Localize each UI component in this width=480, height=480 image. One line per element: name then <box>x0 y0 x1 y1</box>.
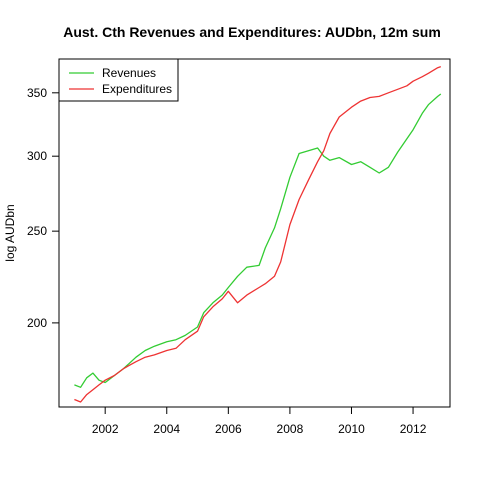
x-tick-label: 2002 <box>92 422 119 436</box>
y-tick-label: 350 <box>27 86 47 100</box>
legend: Revenues Expenditures <box>58 58 179 102</box>
plot-frame <box>58 58 451 408</box>
x-tick-label: 2004 <box>153 422 180 436</box>
chart-title: Aust. Cth Revenues and Expenditures: AUD… <box>63 24 441 40</box>
series-line-expenditures <box>74 65 442 403</box>
x-tick-label: 2012 <box>400 422 427 436</box>
x-axis: 2002 2004 2006 2008 2010 2012 <box>92 406 427 436</box>
series-layer <box>74 65 442 403</box>
x-tick-label: 2008 <box>277 422 304 436</box>
legend-label: Expenditures <box>102 82 172 96</box>
y-tick-label: 300 <box>27 149 47 163</box>
legend-label: Revenues <box>102 66 156 80</box>
y-axis: 200 250 300 350 <box>27 86 60 330</box>
legend-box <box>58 58 179 102</box>
y-tick-label: 250 <box>27 224 47 238</box>
y-tick-label: 200 <box>27 316 47 330</box>
x-tick-label: 2010 <box>338 422 365 436</box>
y-axis-label: log AUDbn <box>3 204 17 261</box>
x-tick-label: 2006 <box>215 422 242 436</box>
series-line-revenues <box>74 93 442 388</box>
